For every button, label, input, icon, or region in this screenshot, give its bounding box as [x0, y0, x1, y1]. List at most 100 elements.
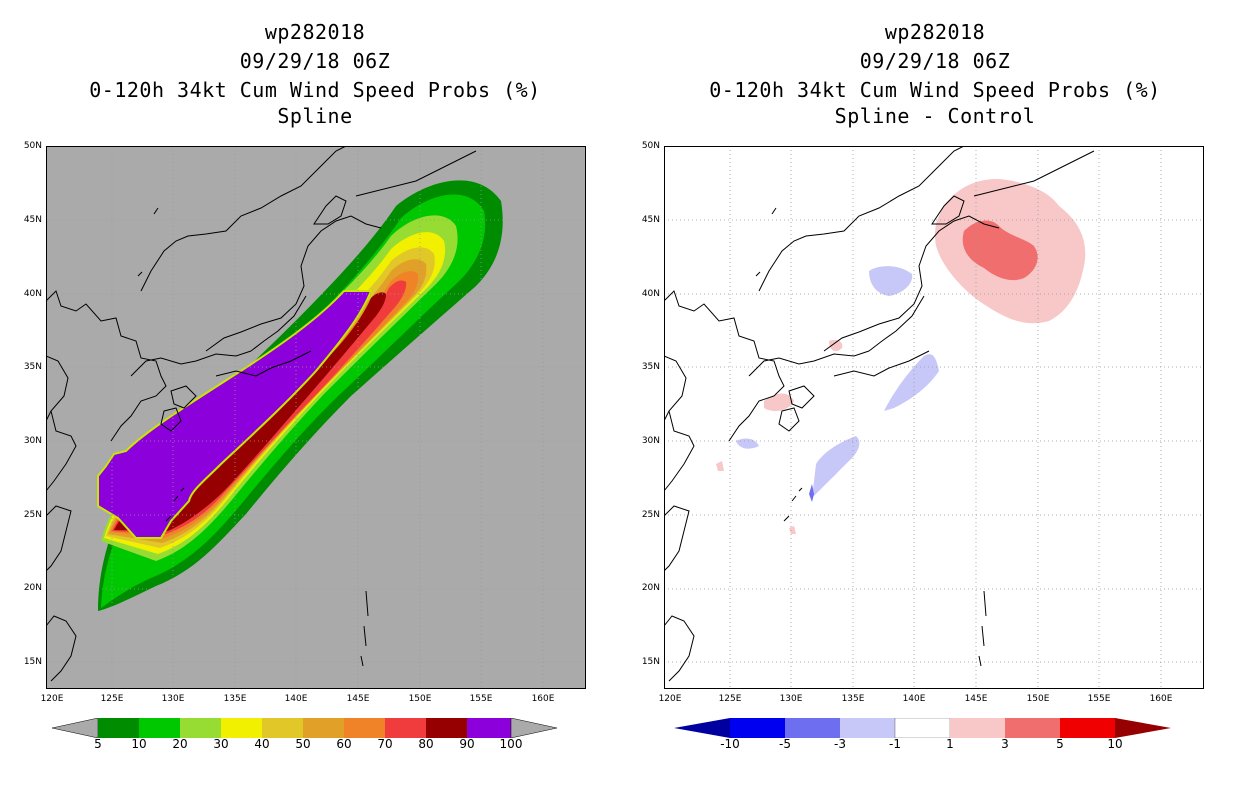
- right-storm-id: wp282018: [884, 20, 986, 44]
- left-gridlines: [46, 146, 586, 689]
- left-lon-label: 155E: [469, 694, 493, 704]
- left-colorbar-swatch: [303, 718, 344, 738]
- right-init-time: 09/29/18 06Z: [859, 49, 1011, 73]
- right-lat-label: 35N: [641, 362, 660, 372]
- left-lon-label: 145E: [346, 694, 370, 704]
- right-colorbar-label: 3: [1001, 737, 1009, 751]
- left-init-time: 09/29/18 06Z: [239, 49, 391, 73]
- left-lat-label: 15N: [23, 657, 42, 667]
- right-colorbar-swatch: [1005, 718, 1060, 738]
- right-map-background: [664, 146, 1204, 689]
- positive-1to3-small-b: [789, 526, 796, 534]
- left-subtitle: Spline: [277, 104, 353, 128]
- left-colorbar-swatch: [385, 718, 426, 738]
- right-lon-label: 125E: [718, 694, 742, 704]
- right-lat-label: 30N: [641, 436, 660, 446]
- left-colorbar-swatch: [426, 718, 467, 738]
- left-lat-label: 40N: [23, 289, 42, 299]
- left-lat-label: 35N: [23, 362, 42, 372]
- left-colorbar-swatch: [180, 718, 221, 738]
- left-probability-map: [45, 145, 586, 689]
- right-lat-label: 50N: [641, 141, 660, 151]
- left-lat-label: 50N: [23, 141, 42, 151]
- left-colorbar-swatch: [98, 718, 139, 738]
- right-colorbar-label: 1: [946, 737, 954, 751]
- left-coastlines: [45, 145, 477, 682]
- left-lon-label: 150E: [408, 694, 432, 704]
- right-difference-fields: [716, 178, 1086, 534]
- positive-1to3-small-a: [716, 461, 724, 471]
- right-lon-label: 135E: [841, 694, 865, 704]
- left-colorbar-label: 5: [94, 737, 102, 751]
- left-colorbar-label: 90: [459, 737, 475, 751]
- left-map-panel: [45, 145, 586, 689]
- right-colorbar-swatch: [894, 717, 951, 739]
- left-colorbar-label: 60: [336, 737, 352, 751]
- positive-1to3-west: [764, 393, 794, 412]
- right-colorbar-label: 5: [1056, 737, 1064, 751]
- right-colorbar-swatch: [840, 718, 895, 738]
- left-colorbar-swatch: [262, 718, 303, 738]
- left-colorbar-under-arrow: [51, 717, 99, 739]
- negative-1to3-north: [869, 266, 913, 296]
- right-colorbar-swatch: [950, 718, 1005, 738]
- right-colorbar-label: 10: [1107, 737, 1123, 751]
- right-lon-label: 120E: [658, 694, 682, 704]
- left-lon-label: 140E: [284, 694, 308, 704]
- right-subtitle: Spline - Control: [834, 104, 1036, 128]
- left-colorbar-label: 100: [499, 737, 523, 751]
- left-lon-label: 125E: [100, 694, 124, 704]
- left-colorbar-label: 10: [131, 737, 147, 751]
- right-difference-map: [663, 145, 1204, 689]
- right-colorbar-swatch: [785, 718, 840, 738]
- left-colorbar-label: 40: [254, 737, 270, 751]
- left-probability-swath: [97, 180, 503, 611]
- right-colorbar-label: -5: [779, 737, 791, 751]
- left-lon-label: 120E: [40, 694, 64, 704]
- right-colorbar-under-arrow: [674, 718, 730, 738]
- right-colorbar-swatch: [730, 718, 785, 738]
- left-lon-label: 130E: [161, 694, 185, 704]
- right-lon-label: 150E: [1026, 694, 1050, 704]
- left-product-name: 0-120h 34kt Cum Wind Speed Probs (%): [89, 78, 541, 102]
- right-colorbar-swatch: [1060, 718, 1115, 738]
- negative-1to3-west: [736, 438, 759, 449]
- right-colorbar-label: -10: [720, 737, 740, 751]
- right-lon-label: 160E: [1149, 694, 1173, 704]
- right-lat-label: 45N: [641, 215, 660, 225]
- right-lon-label: 145E: [964, 694, 988, 704]
- left-lat-label: 25N: [23, 510, 42, 520]
- right-lon-label: 155E: [1087, 694, 1111, 704]
- left-lon-label: 135E: [223, 694, 247, 704]
- left-lat-label: 20N: [23, 583, 42, 593]
- right-product-name: 0-120h 34kt Cum Wind Speed Probs (%): [709, 78, 1161, 102]
- right-lon-label: 140E: [902, 694, 926, 704]
- left-colorbar-label: 30: [213, 737, 229, 751]
- left-colorbar-swatch: [344, 718, 385, 738]
- right-panel-title: wp282018 09/29/18 06Z 0-120h 34kt Cum Wi…: [660, 18, 1210, 131]
- right-map-frame: [664, 146, 1204, 689]
- left-colorbar-swatch: [139, 718, 180, 738]
- left-map-frame: [46, 146, 586, 689]
- left-colorbar-swatches: [51, 717, 558, 739]
- left-colorbar-label: 80: [418, 737, 434, 751]
- negative-1to3-south: [812, 436, 860, 498]
- negative-3to5-south: [809, 484, 814, 502]
- right-lon-label: 130E: [779, 694, 803, 704]
- right-lat-label: 15N: [641, 657, 660, 667]
- left-colorbar-label: 50: [295, 737, 311, 751]
- right-colorbar: -10 -5 -3 -1 1 3 5 10: [674, 717, 1174, 756]
- left-colorbar-swatch: [221, 718, 262, 738]
- left-colorbar: 5 10 20 30 40 50 60 70 80 90 100: [51, 717, 558, 756]
- left-panel-title: wp282018 09/29/18 06Z 0-120h 34kt Cum Wi…: [40, 18, 590, 131]
- negative-1to3-east: [884, 354, 939, 411]
- left-storm-id: wp282018: [264, 20, 366, 44]
- right-lat-label: 20N: [641, 583, 660, 593]
- right-map-panel: [663, 145, 1204, 689]
- positive-3to5-region: [962, 220, 1038, 281]
- prob-100-contour: [97, 290, 373, 539]
- right-colorbar-over-arrow: [1115, 718, 1171, 738]
- left-colorbar-label: 70: [377, 737, 393, 751]
- left-colorbar-swatch: [467, 718, 511, 738]
- right-lat-label: 40N: [641, 289, 660, 299]
